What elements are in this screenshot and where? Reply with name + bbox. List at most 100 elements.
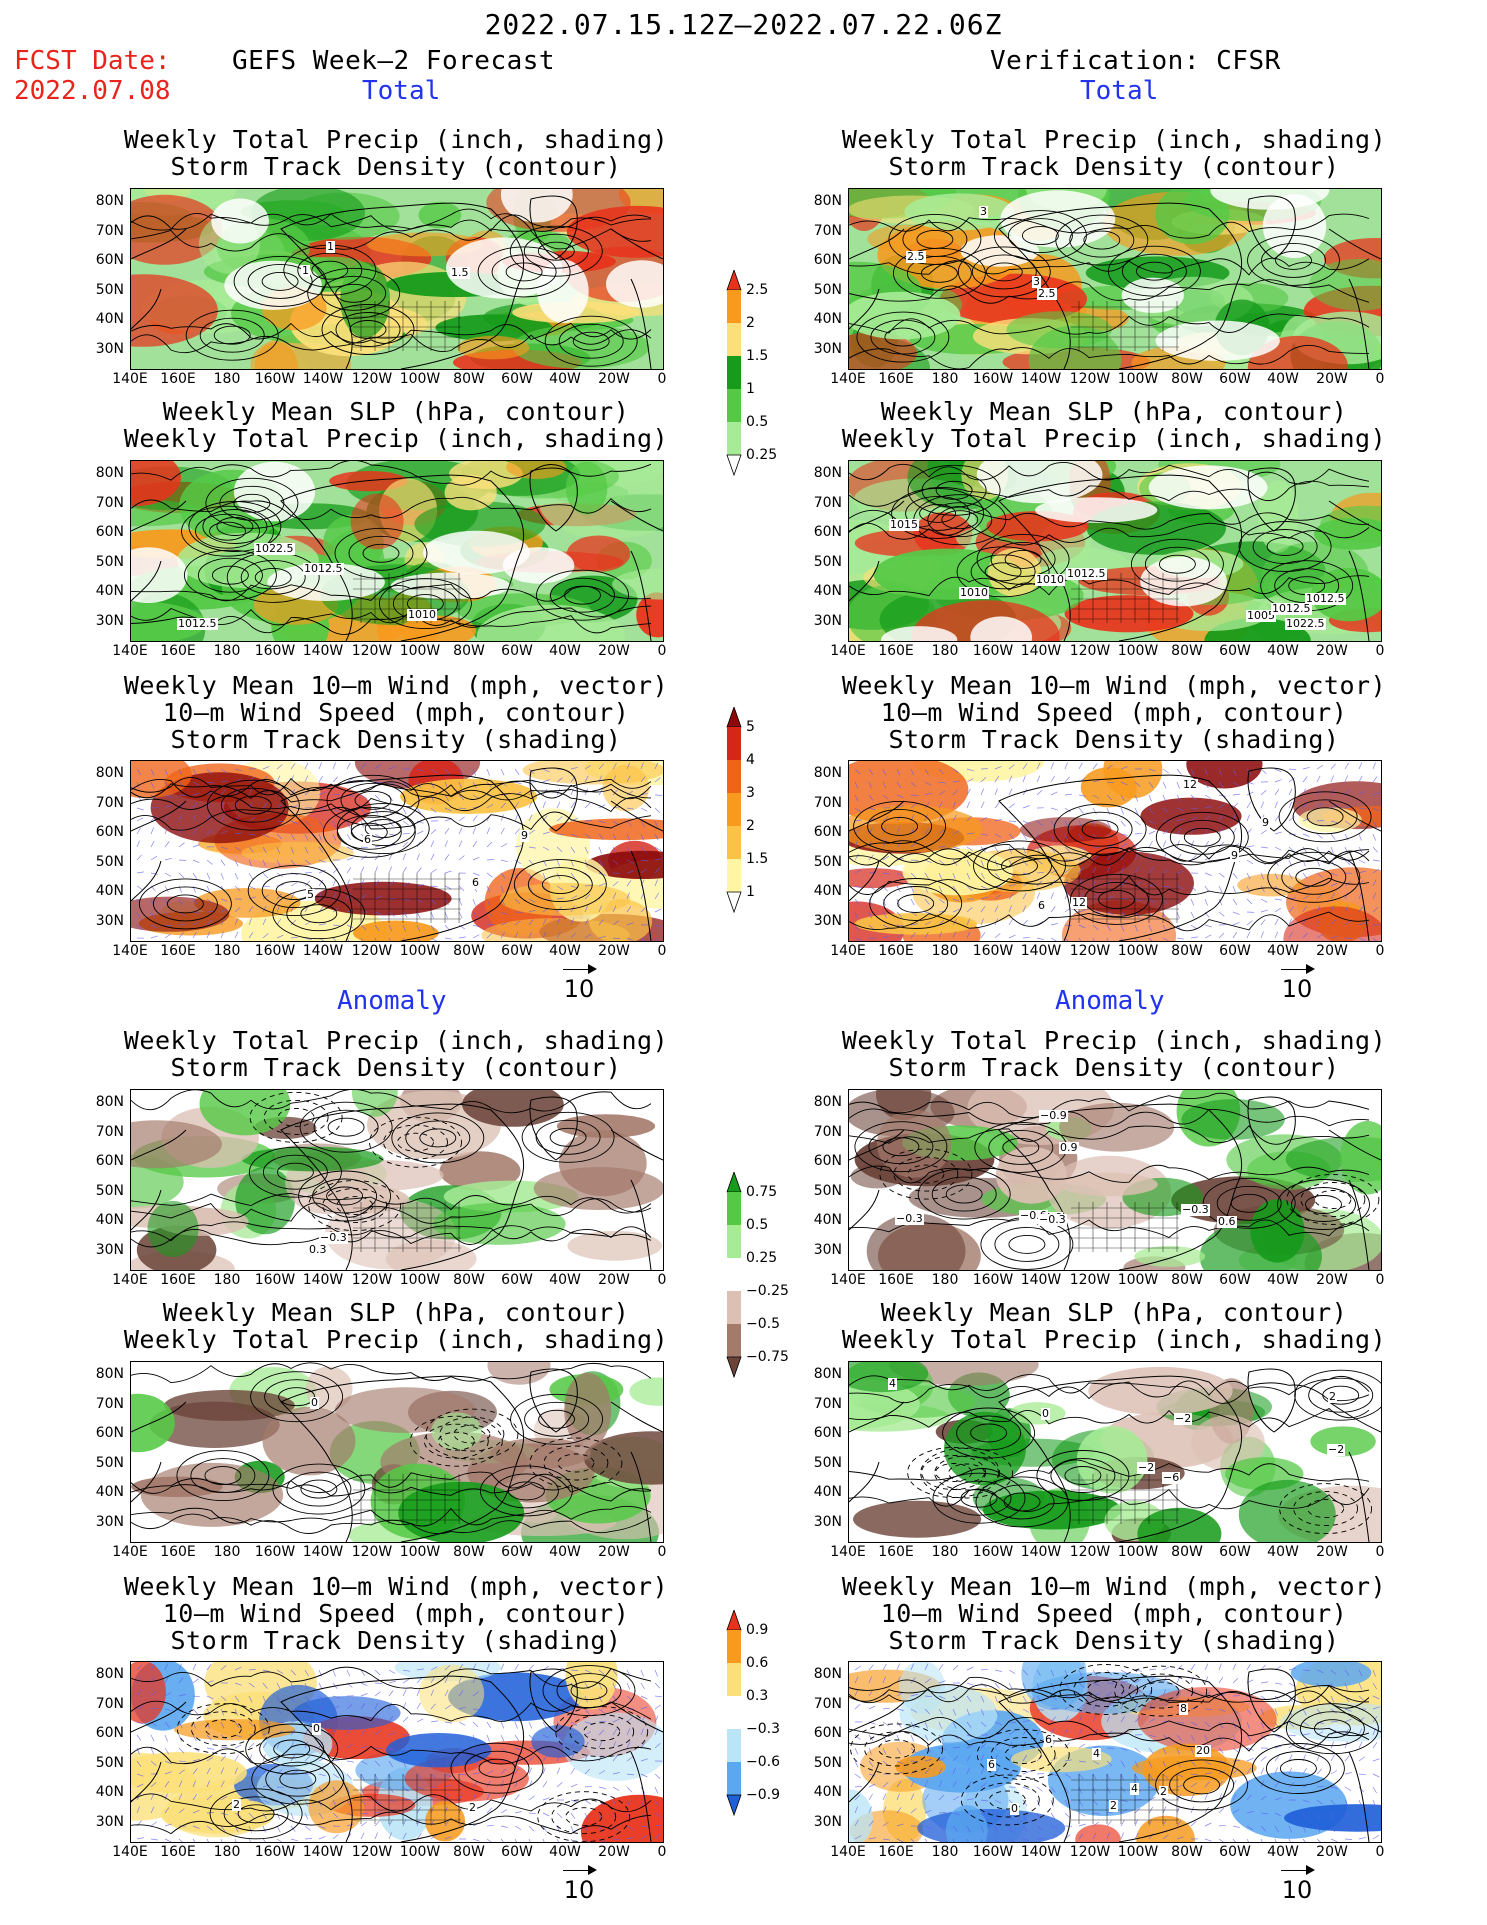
lat-tick-label: 30N <box>95 612 124 629</box>
lon-tick-label: 80W <box>1171 371 1203 387</box>
lat-tick-label: 30N <box>813 1241 842 1258</box>
lat-tick-label: 50N <box>813 553 842 570</box>
lon-tick-label: 180 <box>213 643 241 659</box>
lon-tick-label: 20W <box>598 943 630 959</box>
lon-tick-label: 0 <box>657 1844 667 1860</box>
lon-tick-label: 0 <box>1375 1844 1385 1860</box>
lat-tick-label: 40N <box>813 1484 842 1500</box>
lon-tick-label: 40W <box>1267 643 1299 659</box>
lon-tick-label: 140E <box>112 1544 148 1560</box>
lon-tick-label: 100W <box>1117 1272 1159 1288</box>
lat-tick-label: 50N <box>95 853 124 870</box>
lon-tick-label: 40W <box>549 1844 581 1860</box>
lon-tick-label: 160E <box>878 643 914 659</box>
fc-total_storm-title-line-1: Weekly Total Precip (inch, shading) <box>123 125 669 154</box>
lat-tick-label: 80N <box>95 193 124 209</box>
lon-tick-label: 20W <box>1316 643 1348 659</box>
vf-anom_storm-map-panel <box>848 1089 1382 1271</box>
fc-anom_storm-title-line-2: Storm Track Density (contour) <box>170 1053 622 1082</box>
lon-tick-label: 140W <box>1020 1272 1062 1288</box>
lat-tick-label: 30N <box>95 1241 124 1258</box>
lat-tick-label: 60N <box>95 824 124 840</box>
lat-tick-label: 40N <box>813 883 842 899</box>
contour-label: 3 <box>1032 275 1041 288</box>
contour-label: 1010 <box>1035 573 1065 586</box>
contour-label: 1012.5 <box>1271 602 1312 615</box>
lat-tick-label: 50N <box>95 281 124 298</box>
lon-tick-label: 80W <box>1171 943 1203 959</box>
lon-tick-label: 140E <box>112 1844 148 1860</box>
colorbar-label: 0.3 <box>746 1688 769 1704</box>
fc-total_wind-title-line-1: Weekly Mean 10–m Wind (mph, vector) <box>123 671 669 700</box>
lat-tick-label: 70N <box>95 494 124 511</box>
lon-tick-label: 120W <box>351 643 393 659</box>
lon-tick-label: 80W <box>453 943 485 959</box>
contour-label: 4 <box>1130 1782 1139 1795</box>
vf-total_wind-title-line-3: Storm Track Density (shading) <box>888 725 1340 754</box>
colorbar-label: −0.6 <box>746 1754 780 1770</box>
lon-tick-label: 140E <box>830 1844 866 1860</box>
lon-tick-label: 160E <box>160 371 196 387</box>
lat-tick-label: 50N <box>813 281 842 298</box>
fc-total_slp-map-panel <box>130 460 664 642</box>
lon-tick-label: 120W <box>1069 1544 1111 1560</box>
lon-tick-label: 160E <box>878 1272 914 1288</box>
lat-tick-label: 30N <box>813 612 842 629</box>
lat-tick-label: 60N <box>95 524 124 540</box>
lon-tick-label: 40W <box>549 371 581 387</box>
lat-tick-label: 60N <box>813 252 842 268</box>
lon-tick-label: 20W <box>1316 1272 1348 1288</box>
lat-tick-label: 50N <box>813 1454 842 1471</box>
colorbar-label: −0.25 <box>746 1283 789 1299</box>
lon-tick-label: 140E <box>830 943 866 959</box>
lat-tick-label: 40N <box>813 1784 842 1800</box>
contour-label: 0 <box>312 1722 321 1735</box>
lon-tick-label: 0 <box>1375 643 1385 659</box>
contour-label: 0.3 <box>308 1243 328 1256</box>
lon-tick-label: 140W <box>302 371 344 387</box>
lon-tick-label: 0 <box>657 371 667 387</box>
lon-tick-label: 0 <box>1375 943 1385 959</box>
lon-tick-label: 100W <box>1117 371 1159 387</box>
lat-tick-label: 80N <box>95 1666 124 1682</box>
lat-tick-label: 70N <box>813 494 842 511</box>
lon-tick-label: 0 <box>657 643 667 659</box>
fcst-date-value: 2022.07.08 <box>14 76 171 106</box>
lon-tick-label: 180 <box>931 1272 959 1288</box>
lon-tick-label: 140E <box>830 371 866 387</box>
vf-anom_slp-title-line-1: Weekly Mean SLP (hPa, contour) <box>880 1298 1348 1327</box>
lat-tick-label: 60N <box>813 1153 842 1169</box>
lat-tick-label: 70N <box>95 794 124 811</box>
contour-label: 1 <box>301 264 310 277</box>
lon-tick-label: 160W <box>254 1844 296 1860</box>
lon-tick-label: 60W <box>501 371 533 387</box>
contour-label: 1 <box>326 240 335 253</box>
lon-tick-label: 120W <box>1069 643 1111 659</box>
colorbar-label: 2 <box>746 818 755 834</box>
lat-tick-label: 70N <box>813 1695 842 1712</box>
right-total-label: Total <box>1080 76 1159 106</box>
lon-tick-label: 180 <box>931 1844 959 1860</box>
lat-tick-label: 70N <box>813 1395 842 1412</box>
lon-tick-label: 100W <box>399 1844 441 1860</box>
lat-tick-label: 40N <box>95 1484 124 1500</box>
contour-label: 1010 <box>407 608 437 621</box>
lon-tick-label: 160W <box>254 1544 296 1560</box>
lat-tick-label: 50N <box>813 1754 842 1771</box>
vf-anom_wind-title-line-1: Weekly Mean 10–m Wind (mph, vector) <box>841 1572 1387 1601</box>
lat-tick-label: 50N <box>95 1454 124 1471</box>
lon-tick-label: 160W <box>254 371 296 387</box>
lon-tick-label: 160W <box>254 943 296 959</box>
lat-tick-label: 40N <box>95 311 124 327</box>
contour-label: 2 <box>468 1801 477 1814</box>
vf-anom_slp-map-panel <box>848 1361 1382 1543</box>
lon-tick-label: 120W <box>1069 371 1111 387</box>
vf-total_storm-map-panel <box>848 188 1382 370</box>
lon-tick-label: 20W <box>1316 1544 1348 1560</box>
contour-label: 8 <box>1179 1702 1188 1715</box>
contour-label: 2 <box>1328 1390 1337 1403</box>
colorbar-label: 5 <box>746 719 755 735</box>
anom_storm-colorbar <box>726 1608 742 1885</box>
lon-tick-label: 40W <box>1267 371 1299 387</box>
left-anomaly-label: Anomaly <box>337 986 447 1016</box>
